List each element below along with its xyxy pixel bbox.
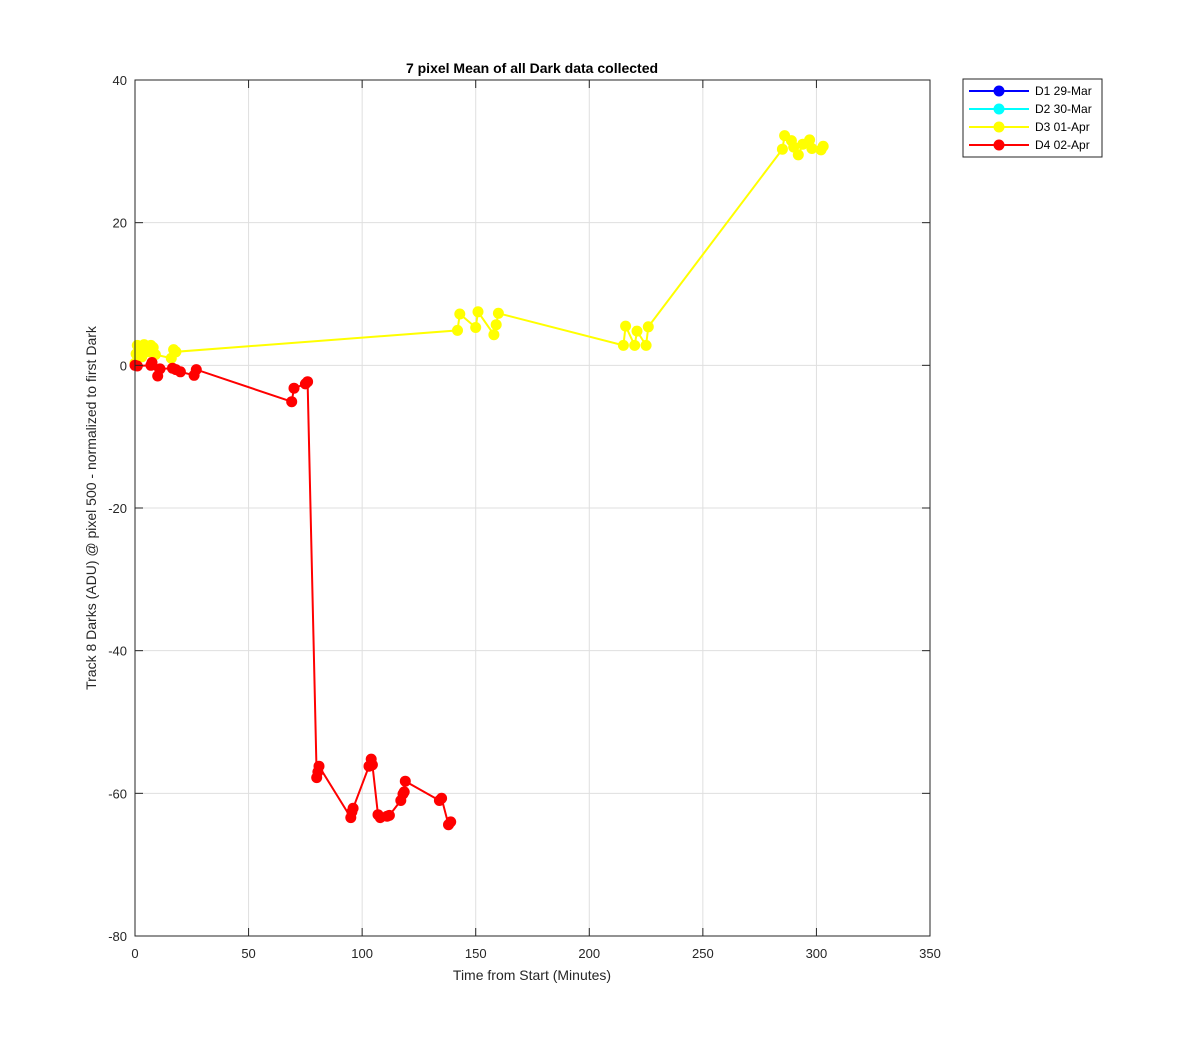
data-point [383, 809, 395, 821]
data-point [472, 306, 484, 318]
legend-entry: D1 29-Mar [969, 84, 1092, 98]
data-point [445, 816, 457, 828]
legend-label: D3 01-Apr [1035, 120, 1090, 134]
x-tick-label: 100 [351, 946, 373, 961]
data-point [640, 339, 652, 351]
data-point [131, 360, 143, 372]
legend-marker [993, 85, 1005, 97]
data-point [302, 376, 314, 388]
legend-entry: D3 01-Apr [969, 120, 1090, 134]
data-point [454, 308, 466, 320]
data-point [288, 382, 300, 394]
legend-entry: D4 02-Apr [969, 138, 1090, 152]
data-point [154, 363, 166, 375]
legend: D1 29-Mar D2 30-Mar D3 01-Apr D4 02-Apr [962, 78, 1103, 158]
data-point [399, 775, 411, 787]
data-point [617, 339, 629, 351]
legend-entry: D2 30-Mar [969, 102, 1092, 116]
x-tick-label: 50 [241, 946, 255, 961]
data-point [488, 329, 500, 341]
data-point [631, 325, 643, 337]
y-tick-label: -60 [108, 786, 127, 801]
x-tick-label: 200 [578, 946, 600, 961]
data-point [174, 366, 186, 378]
legend-marker [993, 103, 1005, 115]
x-tick-label: 150 [465, 946, 487, 961]
data-point [452, 324, 463, 336]
legend-label: D2 30-Mar [1035, 102, 1092, 116]
grid [135, 80, 930, 936]
legend-marker [993, 121, 1005, 133]
data-point [398, 786, 410, 798]
data-point [436, 792, 448, 804]
y-tick-label: -40 [108, 644, 127, 659]
data-point [620, 320, 632, 332]
y-tick-label: -20 [108, 501, 127, 516]
series-3 [129, 130, 829, 369]
y-tick-label: 40 [113, 73, 127, 88]
y-tick-label: -80 [108, 929, 127, 944]
series-layer [129, 130, 829, 831]
y-axis-title: Track 8 Darks (ADU) @ pixel 500 - normal… [83, 325, 99, 690]
chart-title: 7 pixel Mean of all Dark data collected [406, 60, 658, 76]
legend-label: D1 29-Mar [1035, 84, 1092, 98]
x-tick-label: 350 [919, 946, 941, 961]
data-point [170, 346, 182, 358]
data-point [492, 307, 504, 319]
data-point [806, 143, 818, 154]
data-point [804, 134, 816, 146]
y-tick-label: 20 [113, 216, 127, 231]
data-point [642, 321, 654, 333]
data-point [190, 364, 202, 376]
axis-ticks: 0 50 100 150 200 250 300 350 -80 -60 -40 -20 0 20 40 [108, 73, 941, 961]
x-axis-title: Time from Start (Minutes) [453, 967, 611, 983]
legend-marker [993, 139, 1005, 151]
data-point [792, 149, 804, 161]
data-point [629, 339, 641, 351]
y-tick-label: 0 [120, 358, 127, 373]
data-point [146, 357, 158, 368]
x-tick-label: 0 [131, 946, 138, 961]
data-point [366, 759, 378, 771]
data-point [776, 143, 788, 155]
data-point [347, 802, 359, 814]
data-point [817, 140, 829, 152]
x-tick-label: 300 [806, 946, 828, 961]
data-point [313, 760, 325, 772]
data-point [286, 396, 298, 408]
x-tick-label: 250 [692, 946, 714, 961]
series-4 [129, 357, 457, 831]
data-point [490, 319, 502, 331]
legend-label: D4 02-Apr [1035, 138, 1090, 152]
data-point [470, 322, 482, 333]
